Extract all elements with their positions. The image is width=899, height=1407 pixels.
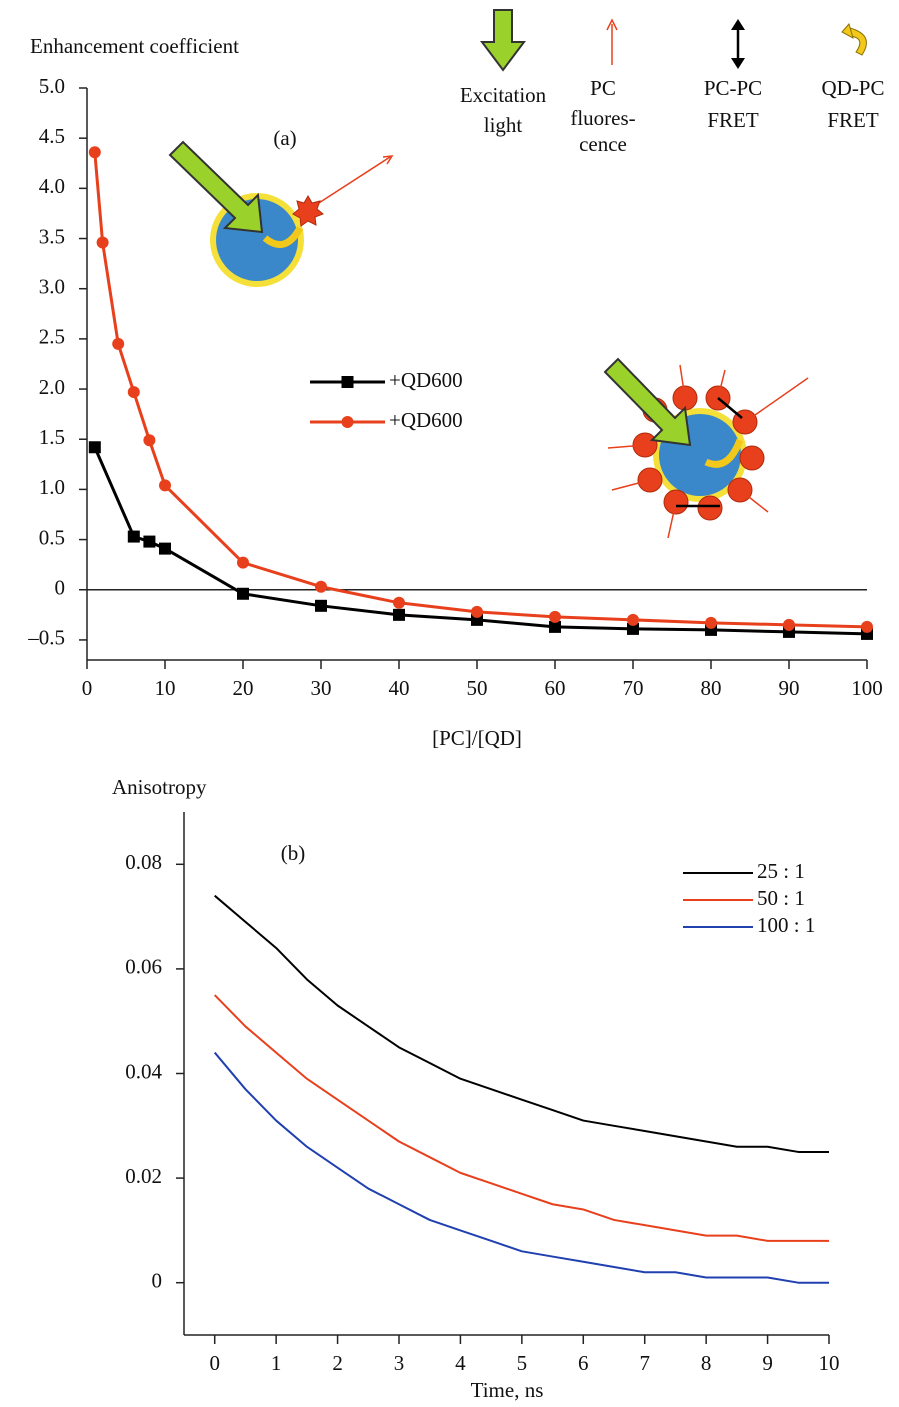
y-tick-label: 5.0 bbox=[39, 74, 65, 98]
icon-label: PC bbox=[590, 76, 616, 100]
marker bbox=[127, 386, 140, 399]
x-tick-label: 6 bbox=[578, 1351, 589, 1375]
marker bbox=[127, 530, 140, 543]
x-tick-label: 8 bbox=[701, 1351, 712, 1375]
marker bbox=[237, 587, 249, 600]
x-tick-label: 80 bbox=[701, 676, 722, 700]
y-tick-label: 0.06 bbox=[125, 955, 162, 979]
panel-label: (a) bbox=[273, 126, 296, 150]
marker bbox=[96, 236, 109, 249]
legend-label: 100 : 1 bbox=[757, 913, 815, 937]
marker bbox=[143, 434, 156, 447]
y-tick-label: 0.04 bbox=[125, 1059, 162, 1083]
marker bbox=[315, 599, 327, 612]
x-tick-label: 100 bbox=[851, 676, 883, 700]
x-tick-label: 0 bbox=[209, 1351, 220, 1375]
series-line bbox=[93, 152, 868, 629]
x-tick-label: 4 bbox=[455, 1351, 466, 1375]
y-tick-label: 0 bbox=[152, 1269, 163, 1293]
marker bbox=[88, 441, 101, 454]
particle-illustration bbox=[168, 140, 394, 287]
y-tick-label: 3.0 bbox=[39, 275, 65, 299]
y-tick-label: 4.5 bbox=[39, 124, 65, 148]
icon-label: light bbox=[484, 113, 523, 137]
y-tick-label: –0.5 bbox=[27, 626, 65, 650]
marker bbox=[393, 596, 405, 609]
x-tick-label: 7 bbox=[639, 1351, 650, 1375]
x-axis-label: Time, ns bbox=[471, 1378, 544, 1402]
marker bbox=[237, 556, 249, 569]
y-axis-label: Enhancement coefficient bbox=[30, 34, 239, 58]
icon-label: cence bbox=[579, 132, 627, 156]
x-tick-label: 50 bbox=[467, 676, 488, 700]
y-tick-label: 0.08 bbox=[125, 850, 162, 874]
x-tick-label: 0 bbox=[82, 676, 93, 700]
marker bbox=[549, 620, 561, 633]
legend-label: +QD600 bbox=[389, 408, 463, 432]
icon-label: PC-PC bbox=[704, 76, 762, 100]
y-tick-label: 2.0 bbox=[39, 375, 65, 399]
x-tick-label: 9 bbox=[762, 1351, 773, 1375]
marker bbox=[159, 542, 171, 555]
legend-label: 25 : 1 bbox=[757, 859, 805, 883]
marker bbox=[705, 616, 717, 629]
panel-label: (b) bbox=[281, 841, 306, 865]
marker bbox=[627, 622, 639, 635]
x-tick-label: 70 bbox=[623, 676, 644, 700]
marker bbox=[143, 535, 156, 548]
x-tick-label: 1 bbox=[271, 1351, 282, 1375]
x-tick-label: 20 bbox=[233, 676, 254, 700]
x-tick-label: 10 bbox=[155, 676, 176, 700]
marker bbox=[341, 416, 354, 428]
series-line bbox=[93, 446, 868, 636]
y-tick-label: 4.0 bbox=[39, 174, 65, 198]
marker bbox=[471, 605, 483, 618]
icon-label: FRET bbox=[827, 108, 879, 132]
marker bbox=[393, 608, 405, 621]
x-tick-label: 3 bbox=[394, 1351, 405, 1375]
legend-label: 50 : 1 bbox=[757, 886, 805, 910]
legend-label: +QD600 bbox=[389, 368, 463, 392]
marker bbox=[112, 337, 125, 350]
y-tick-label: 0.02 bbox=[125, 1164, 162, 1188]
y-tick-label: 0 bbox=[55, 576, 66, 600]
icons bbox=[480, 9, 867, 72]
y-tick-label: 2.5 bbox=[39, 325, 65, 349]
marker bbox=[315, 580, 327, 593]
y-axis-label: Anisotropy bbox=[112, 775, 207, 799]
icon-label: QD-PC bbox=[821, 76, 884, 100]
x-tick-label: 10 bbox=[819, 1351, 840, 1375]
icon-label: Excitation bbox=[460, 83, 547, 107]
marker bbox=[783, 618, 795, 631]
marker bbox=[341, 376, 354, 388]
marker bbox=[627, 613, 639, 626]
y-tick-label: 3.5 bbox=[39, 224, 65, 248]
series-line bbox=[213, 1051, 829, 1284]
marker bbox=[88, 146, 101, 159]
series-line bbox=[214, 894, 829, 1153]
y-tick-label: 1.0 bbox=[39, 475, 65, 499]
series-line bbox=[213, 994, 829, 1242]
x-tick-label: 2 bbox=[332, 1351, 343, 1375]
y-tick-label: 0.5 bbox=[39, 525, 65, 549]
marker bbox=[861, 620, 873, 633]
x-tick-label: 30 bbox=[311, 676, 332, 700]
icon-label: FRET bbox=[707, 108, 759, 132]
x-tick-label: 40 bbox=[389, 676, 410, 700]
marker bbox=[159, 479, 171, 492]
icon-label: fluores- bbox=[570, 106, 635, 130]
x-tick-label: 60 bbox=[545, 676, 566, 700]
x-axis-label: [PC]/[QD] bbox=[432, 726, 522, 750]
y-tick-label: 1.5 bbox=[39, 425, 65, 449]
marker bbox=[549, 610, 561, 623]
x-tick-label: 5 bbox=[517, 1351, 528, 1375]
x-tick-label: 90 bbox=[779, 676, 800, 700]
particle-illustration bbox=[603, 357, 809, 539]
